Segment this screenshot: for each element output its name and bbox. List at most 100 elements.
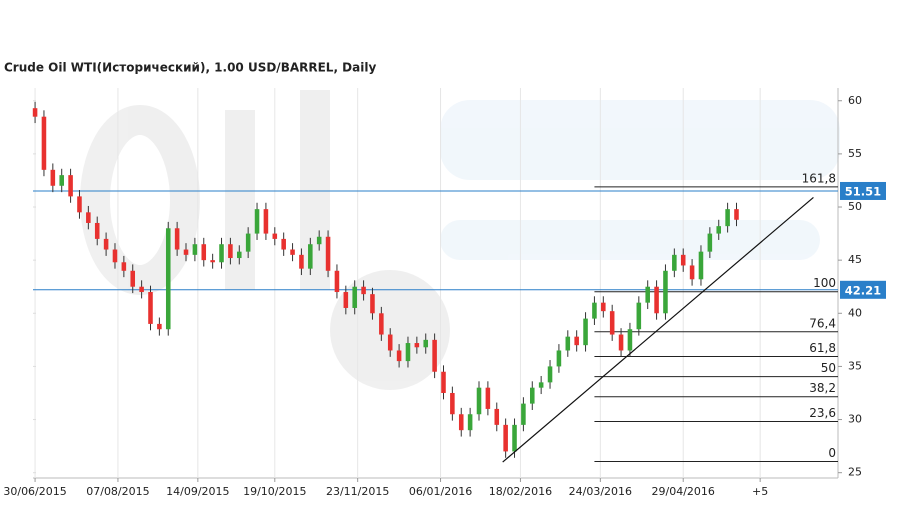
candle-body xyxy=(414,343,420,348)
candle-body xyxy=(59,175,64,186)
candle-body xyxy=(725,209,730,227)
candle-body xyxy=(609,311,615,335)
candle-body xyxy=(174,228,180,250)
x-tick-label: 23/11/2015 xyxy=(326,485,389,498)
candle-body xyxy=(663,270,668,314)
y-tick-label: 55 xyxy=(848,147,862,160)
candle-body xyxy=(574,336,579,346)
candle-body xyxy=(645,286,650,303)
candle-body xyxy=(343,292,349,308)
candle-body xyxy=(272,233,278,239)
candle-body xyxy=(680,254,686,266)
trend-line xyxy=(502,196,814,463)
candle-body xyxy=(707,233,713,252)
candle-body xyxy=(130,270,136,287)
candle-body xyxy=(485,387,491,409)
candle-body xyxy=(32,108,38,117)
candle-body xyxy=(121,262,127,271)
fib-label: 23,6 xyxy=(809,406,836,420)
candle-body xyxy=(237,251,242,259)
candle-body xyxy=(698,251,704,280)
candle-body xyxy=(529,387,535,404)
fib-label: 38,2 xyxy=(809,381,836,395)
price-label-box xyxy=(840,181,886,200)
candle-body xyxy=(654,286,659,314)
candle-body xyxy=(94,222,100,239)
fib-label: 100 xyxy=(813,276,836,290)
candle-body xyxy=(210,260,215,263)
x-tick-label: 30/06/2015 xyxy=(3,485,66,498)
candle-body xyxy=(556,350,562,367)
candle-body xyxy=(219,244,224,263)
candle-body xyxy=(316,236,322,245)
candle-body xyxy=(601,302,606,312)
candle-body xyxy=(165,228,171,330)
candle-body xyxy=(521,403,526,425)
candle-body xyxy=(476,387,482,415)
candle-body xyxy=(538,382,544,388)
candle-body xyxy=(352,286,357,308)
fib-label: 61,8 xyxy=(809,341,836,355)
candle-body xyxy=(281,238,286,250)
fib-label: 0 xyxy=(828,446,836,460)
y-tick-label: 35 xyxy=(848,359,862,372)
candle-body xyxy=(432,339,437,372)
price-label: 42.21 xyxy=(845,283,881,297)
candle-body xyxy=(458,414,464,431)
candle-body xyxy=(68,175,73,197)
x-tick-label: 07/08/2015 xyxy=(86,485,149,498)
candle-body xyxy=(627,329,633,351)
candle-body xyxy=(201,244,207,261)
candle-body xyxy=(396,350,402,362)
candle-body xyxy=(618,334,624,351)
candle-body xyxy=(467,414,473,431)
candle-body xyxy=(387,334,393,351)
x-tick-label: +5 xyxy=(752,485,768,498)
candle-body xyxy=(405,343,411,362)
candle-body xyxy=(103,238,109,250)
y-tick-label: 25 xyxy=(848,466,862,479)
candle-body xyxy=(361,286,366,295)
candle-body xyxy=(192,244,198,255)
candle-body xyxy=(592,302,597,319)
y-tick-label: 40 xyxy=(848,306,862,319)
candle-body xyxy=(41,116,47,170)
candle-body xyxy=(494,408,500,425)
y-tick-label: 30 xyxy=(848,413,862,426)
candle-body xyxy=(547,366,553,383)
candle-body xyxy=(672,254,677,271)
fib-label: 50 xyxy=(821,361,836,375)
candle-body xyxy=(370,294,375,314)
x-tick-label: 18/02/2016 xyxy=(489,485,552,498)
candle-body xyxy=(112,249,118,263)
candle-body xyxy=(77,196,82,213)
price-label-box xyxy=(840,280,886,299)
fib-label: 161,8 xyxy=(802,171,836,185)
candle-body xyxy=(148,292,153,324)
candle-body xyxy=(245,233,251,252)
candle-body xyxy=(290,249,295,255)
candle-body xyxy=(50,169,56,186)
candle-body xyxy=(689,265,695,280)
fib-label: 76,4 xyxy=(809,316,836,330)
candle-body xyxy=(183,249,189,255)
candle-body xyxy=(565,336,571,351)
candle-body xyxy=(423,339,429,348)
price-label: 51.51 xyxy=(845,184,881,198)
candle-body xyxy=(334,270,340,293)
candle-body xyxy=(583,318,588,346)
candle-body xyxy=(441,371,446,393)
candle-body xyxy=(503,424,508,452)
candle-body xyxy=(450,392,455,415)
candle-body xyxy=(379,313,384,335)
x-tick-label: 29/04/2016 xyxy=(652,485,715,498)
candle-body xyxy=(636,302,642,330)
candle-body xyxy=(325,236,331,271)
candle-body xyxy=(139,286,144,293)
y-tick-label: 45 xyxy=(848,253,862,266)
candle-body xyxy=(157,323,162,330)
candle-body xyxy=(263,209,269,234)
candle-body xyxy=(299,254,304,269)
